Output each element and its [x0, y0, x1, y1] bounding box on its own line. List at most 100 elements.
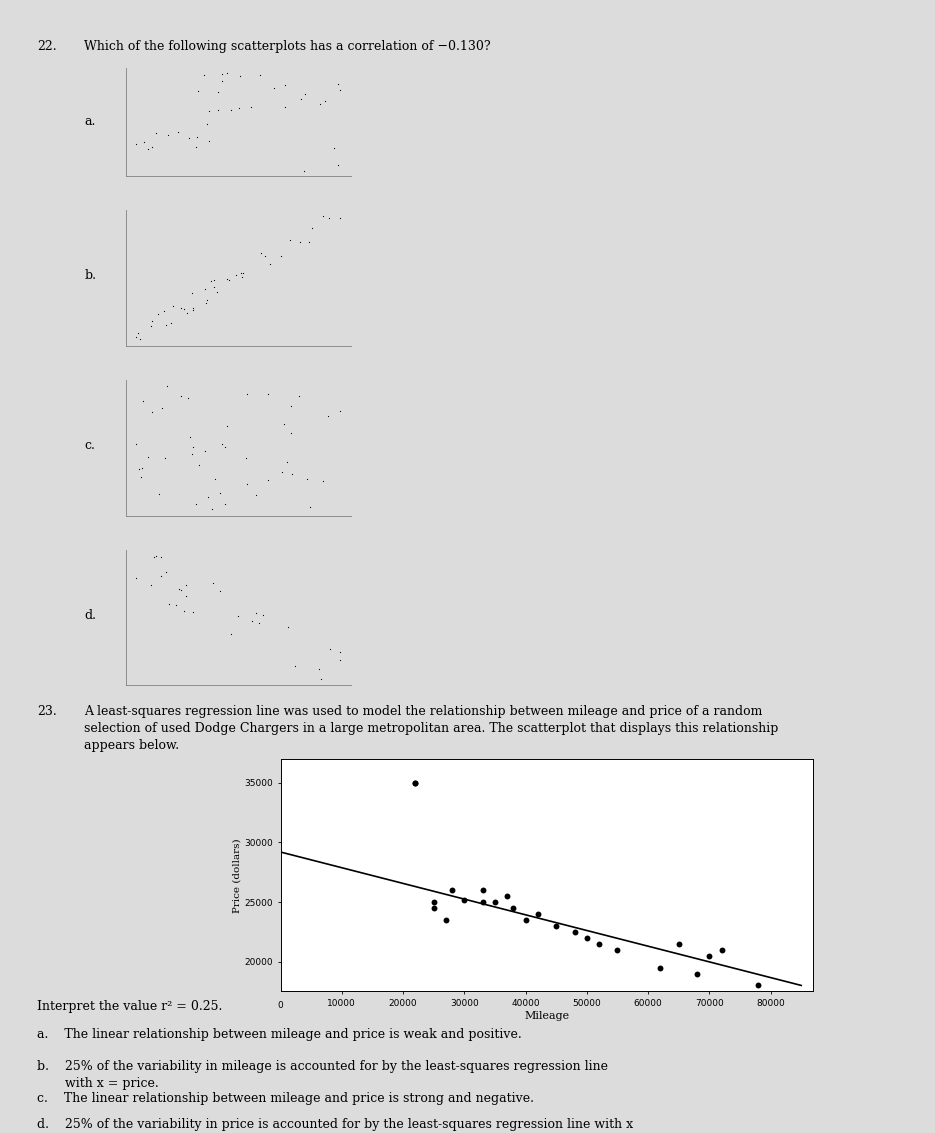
- Point: [408, 774, 423, 792]
- Text: b.: b.: [84, 269, 96, 282]
- Point: [158, 449, 173, 467]
- Point: [210, 101, 225, 119]
- Point: [129, 569, 144, 587]
- Point: [671, 935, 686, 953]
- Point: [212, 582, 227, 600]
- Point: [332, 642, 347, 661]
- Point: [198, 293, 213, 312]
- Point: [714, 940, 729, 959]
- Point: [426, 898, 441, 917]
- Point: [244, 612, 259, 630]
- Point: [179, 576, 194, 594]
- Point: [129, 329, 144, 347]
- Point: [284, 424, 299, 442]
- Point: [161, 126, 176, 144]
- Point: [169, 596, 184, 614]
- Point: [408, 774, 423, 792]
- Point: [210, 83, 225, 101]
- Point: [475, 893, 490, 911]
- Point: [215, 65, 230, 83]
- Point: [196, 66, 211, 84]
- Point: [249, 604, 264, 622]
- Point: [276, 415, 291, 433]
- Text: d.    25% of the variability in price is accounted for by the least-squares regr: d. 25% of the variability in price is ac…: [37, 1118, 634, 1133]
- Point: [176, 602, 191, 620]
- Text: c.    The linear relationship between mileage and price is strong and negative.: c. The linear relationship between milea…: [37, 1092, 535, 1105]
- Point: [170, 122, 185, 140]
- Point: [426, 893, 441, 911]
- Point: [159, 376, 174, 394]
- Point: [231, 99, 246, 117]
- Point: [182, 428, 197, 446]
- Point: [154, 399, 169, 417]
- Point: [301, 233, 316, 252]
- Point: [197, 442, 212, 460]
- Point: [136, 392, 151, 410]
- Point: [144, 577, 159, 595]
- Point: [567, 922, 582, 940]
- Text: 0: 0: [278, 1000, 283, 1010]
- Point: [220, 270, 235, 288]
- Point: [207, 279, 222, 297]
- Point: [266, 78, 281, 96]
- Point: [206, 573, 221, 591]
- Text: A least-squares regression line was used to model the relationship between milea: A least-squares regression line was used…: [84, 705, 779, 751]
- Point: [277, 97, 292, 116]
- Point: [208, 470, 223, 488]
- Point: [312, 95, 327, 113]
- Point: [506, 898, 521, 917]
- Point: [144, 402, 159, 420]
- Point: [323, 640, 338, 658]
- Point: [159, 315, 174, 333]
- Point: [253, 244, 268, 262]
- Point: [549, 917, 564, 935]
- Point: [163, 314, 178, 332]
- Point: [185, 438, 200, 457]
- Point: [184, 445, 199, 463]
- Point: [132, 460, 147, 478]
- Point: [690, 964, 705, 982]
- Point: [313, 671, 328, 689]
- Point: [317, 92, 332, 110]
- Point: [252, 614, 266, 632]
- Point: [330, 75, 345, 93]
- Point: [233, 67, 248, 85]
- Point: [149, 125, 164, 143]
- Point: [186, 603, 201, 621]
- Point: [475, 881, 490, 900]
- Point: [580, 929, 595, 947]
- Point: [179, 587, 194, 605]
- Point: [305, 219, 320, 237]
- Point: [144, 312, 159, 330]
- Point: [283, 397, 298, 415]
- X-axis label: Mileage: Mileage: [525, 1011, 569, 1021]
- Point: [145, 138, 160, 156]
- Point: [280, 619, 295, 637]
- Point: [282, 231, 297, 249]
- Point: [219, 417, 234, 435]
- Point: [230, 606, 245, 624]
- Point: [499, 887, 514, 905]
- Point: [177, 299, 192, 317]
- Point: [333, 80, 348, 99]
- Point: [189, 495, 204, 513]
- Point: [287, 657, 302, 675]
- Point: [243, 99, 258, 117]
- Point: [261, 385, 276, 403]
- Point: [293, 232, 308, 250]
- Point: [296, 162, 311, 180]
- Point: [174, 299, 189, 317]
- Point: [174, 581, 189, 599]
- Point: [162, 595, 177, 613]
- Point: [180, 305, 194, 323]
- Point: [234, 264, 249, 282]
- Point: [186, 298, 201, 316]
- Point: [180, 389, 195, 407]
- Point: [213, 484, 228, 502]
- Point: [134, 468, 149, 486]
- Text: d.: d.: [84, 608, 96, 622]
- Point: [284, 466, 299, 484]
- Point: [204, 272, 219, 290]
- Point: [209, 283, 224, 301]
- Point: [219, 63, 234, 82]
